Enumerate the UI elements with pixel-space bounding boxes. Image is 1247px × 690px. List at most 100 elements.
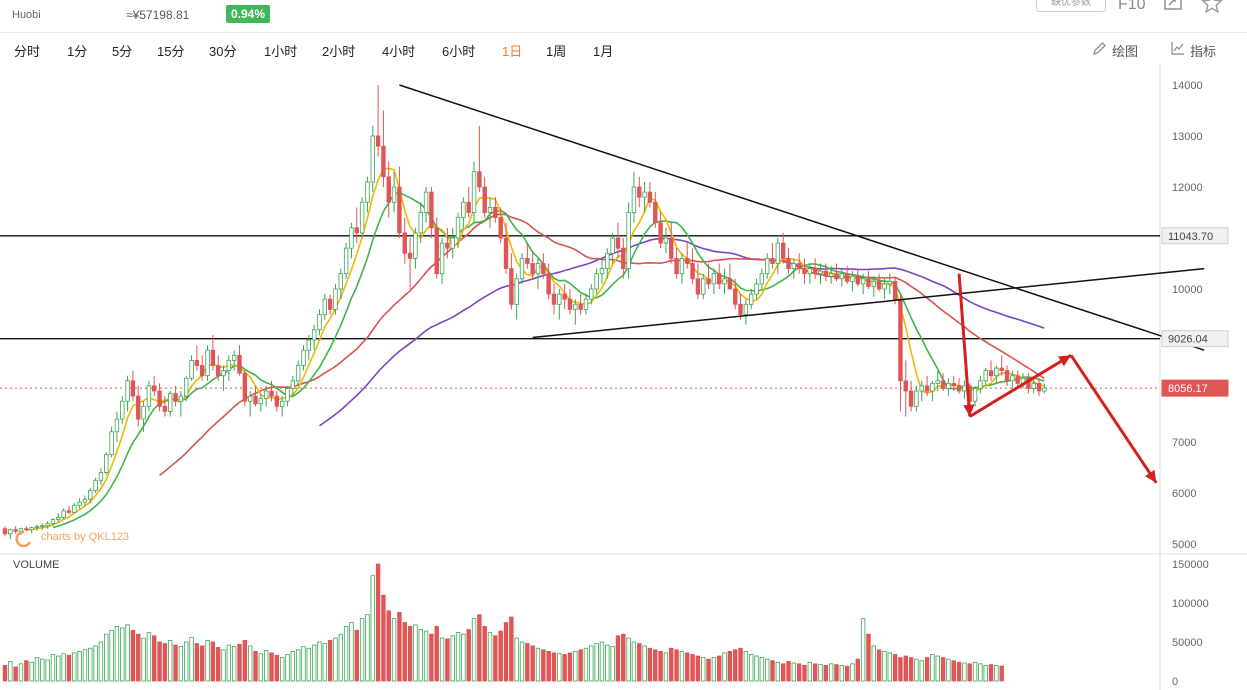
candle-body xyxy=(120,400,125,420)
volume-bar xyxy=(114,626,120,682)
arrow-head xyxy=(963,404,975,417)
candle xyxy=(375,85,381,157)
candle xyxy=(749,289,754,310)
draw-tool-button[interactable]: 绘图 xyxy=(1093,41,1138,60)
params-button[interactable]: 缺优参数 xyxy=(1036,0,1106,12)
ma5-line xyxy=(26,167,1045,532)
volume-bar xyxy=(956,661,962,682)
tf-1day[interactable]: 1日 xyxy=(502,44,523,59)
candle xyxy=(605,248,610,279)
candle xyxy=(514,273,519,320)
candle-body xyxy=(541,263,546,275)
candle-body xyxy=(104,454,109,474)
candle xyxy=(8,528,13,539)
volume-bar xyxy=(258,653,264,682)
tf-2hour[interactable]: 2小时 xyxy=(322,44,356,59)
candle xyxy=(189,355,194,381)
candle xyxy=(130,370,136,402)
candle-body xyxy=(237,354,242,374)
candle xyxy=(429,187,434,238)
volume-bar xyxy=(535,647,541,682)
candle xyxy=(908,380,914,412)
candle xyxy=(263,385,269,407)
candle-body xyxy=(722,278,727,285)
candle-body xyxy=(844,273,850,282)
volume-bar xyxy=(29,661,34,682)
tf-fenshi[interactable]: 分时 xyxy=(14,44,41,59)
candle xyxy=(701,273,706,300)
candle-body xyxy=(173,393,178,402)
volume-bar xyxy=(663,652,669,682)
star-icon[interactable] xyxy=(1201,0,1223,14)
tf-4hour[interactable]: 4小时 xyxy=(382,44,416,59)
candle-body xyxy=(200,365,205,377)
candle-body xyxy=(919,385,924,392)
tf-1hour[interactable]: 1小时 xyxy=(264,44,298,59)
candle xyxy=(365,176,370,213)
candle-body xyxy=(114,418,120,433)
arrow-shaft xyxy=(968,354,1072,418)
candle xyxy=(994,365,999,384)
tf-15min[interactable]: 15分 xyxy=(157,44,185,59)
candle-body xyxy=(274,395,280,407)
volume-tick-label: 0 xyxy=(1172,676,1178,688)
price-tag-label: 11043.70 xyxy=(1168,231,1213,243)
candle-body xyxy=(168,393,173,412)
volume-bar xyxy=(423,630,429,682)
candle xyxy=(914,385,919,412)
candle-body xyxy=(370,135,375,183)
tf-6hour[interactable]: 6小时 xyxy=(442,44,476,59)
candle xyxy=(391,171,397,213)
volume-bar xyxy=(882,650,887,682)
candle xyxy=(327,294,333,315)
volume-bar xyxy=(125,624,130,682)
candle-body xyxy=(365,181,370,203)
candle xyxy=(200,355,205,381)
candle xyxy=(269,380,274,402)
volume-bar xyxy=(450,635,455,682)
volume-bar xyxy=(525,643,530,682)
candle-body xyxy=(812,268,818,275)
exchange-name: Huobi xyxy=(12,9,41,21)
volume-bar xyxy=(317,641,322,682)
candle-body xyxy=(290,380,296,389)
tf-5min[interactable]: 5分 xyxy=(112,44,133,59)
candle xyxy=(754,278,759,300)
candle-body xyxy=(972,388,978,402)
indicator-button[interactable]: 指标 xyxy=(1171,41,1216,60)
tf-1week[interactable]: 1周 xyxy=(546,44,567,59)
volume-bar xyxy=(237,643,242,682)
tf-1month[interactable]: 1月 xyxy=(593,44,614,59)
expand-icon[interactable] xyxy=(1164,0,1182,10)
candle-body xyxy=(935,380,940,384)
kline-chart[interactable]: 1400013000120001100010000900080007000600… xyxy=(0,64,1247,690)
candle-body xyxy=(834,273,839,280)
candle xyxy=(743,299,749,325)
price-tick-label: 14000 xyxy=(1172,80,1203,92)
candle-body xyxy=(194,359,200,366)
tf-30min[interactable]: 30分 xyxy=(209,44,237,59)
volume-bar xyxy=(221,649,226,682)
candle xyxy=(247,391,253,417)
candle-body xyxy=(56,517,61,520)
volume-bar xyxy=(34,657,40,682)
candle-body xyxy=(375,135,381,147)
candle-body xyxy=(706,278,711,285)
candle-body xyxy=(1015,375,1020,384)
f10-button[interactable]: F10 xyxy=(1118,0,1146,13)
volume-bar xyxy=(743,650,749,682)
candle-body xyxy=(269,390,274,397)
tf-1min[interactable]: 1分 xyxy=(67,44,88,59)
candle-body xyxy=(898,298,903,382)
candle-body xyxy=(482,186,487,213)
candle-body xyxy=(786,257,791,269)
volume-bar xyxy=(759,657,765,682)
price-tag-label: 9026.04 xyxy=(1168,334,1208,346)
volume-bar xyxy=(45,659,50,682)
candle xyxy=(1036,378,1042,397)
ticker-header: Huobi ≈¥57198.81 0.94% 缺优参数 F10 xyxy=(0,0,1247,33)
candle xyxy=(631,171,637,223)
volume-bar xyxy=(573,650,578,682)
trendline xyxy=(399,84,1205,351)
volume-bar xyxy=(658,650,663,682)
